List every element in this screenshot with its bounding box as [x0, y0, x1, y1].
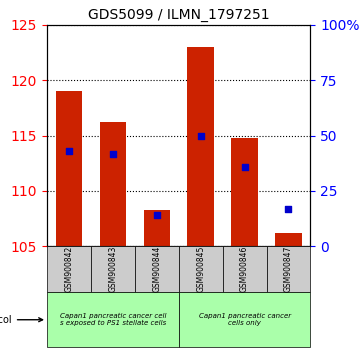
Text: Capan1 pancreatic cancer
cells only: Capan1 pancreatic cancer cells only [199, 313, 291, 326]
Point [110, 152, 116, 157]
Bar [187, 47, 214, 246]
FancyBboxPatch shape [223, 246, 266, 292]
Text: GSM900844: GSM900844 [152, 246, 161, 292]
Bar [144, 210, 170, 246]
FancyBboxPatch shape [266, 246, 310, 292]
Bar [231, 138, 258, 246]
Point [198, 133, 204, 138]
Bar [275, 233, 302, 246]
Point [242, 164, 248, 169]
Text: GSM900843: GSM900843 [108, 246, 117, 292]
FancyBboxPatch shape [179, 246, 223, 292]
Point [286, 206, 291, 211]
FancyBboxPatch shape [47, 292, 179, 347]
Text: GSM900847: GSM900847 [284, 246, 293, 292]
FancyBboxPatch shape [47, 246, 91, 292]
Text: protocol: protocol [0, 315, 43, 325]
FancyBboxPatch shape [135, 246, 179, 292]
Text: GSM900846: GSM900846 [240, 246, 249, 292]
Text: GSM900842: GSM900842 [64, 246, 73, 292]
FancyBboxPatch shape [179, 292, 310, 347]
Point [154, 212, 160, 218]
Text: Capan1 pancreatic cancer cell
s exposed to PS1 stellate cells: Capan1 pancreatic cancer cell s exposed … [60, 313, 166, 326]
Point [66, 148, 72, 154]
Bar [56, 91, 82, 246]
Text: GSM900845: GSM900845 [196, 246, 205, 292]
FancyBboxPatch shape [91, 246, 135, 292]
Title: GDS5099 / ILMN_1797251: GDS5099 / ILMN_1797251 [88, 8, 270, 22]
Bar [100, 122, 126, 246]
